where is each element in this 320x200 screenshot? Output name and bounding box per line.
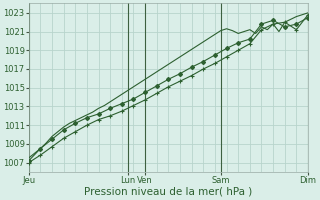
X-axis label: Pression niveau de la mer( hPa ): Pression niveau de la mer( hPa ) [84, 187, 252, 197]
